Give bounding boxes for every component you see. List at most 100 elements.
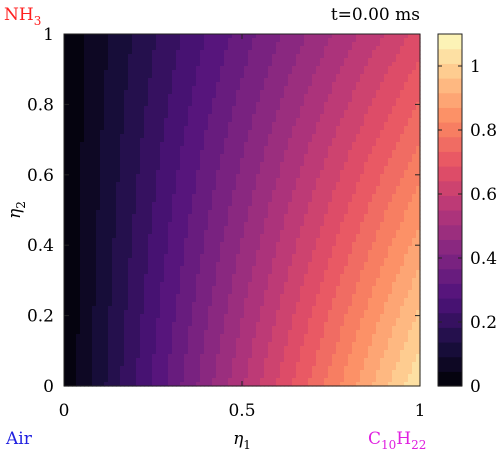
heatmap-cell [104,62,109,67]
heatmap-cell [308,162,313,167]
heatmap-cell [72,34,77,39]
heatmap-cell [204,166,209,171]
heatmap-cell [216,226,221,231]
heatmap-cell [140,42,145,47]
heatmap-cell [268,214,273,219]
heatmap-cell [96,154,101,159]
heatmap-cell [232,94,237,99]
heatmap-cell [292,186,297,191]
heatmap-cell [156,178,161,183]
heatmap-cell [208,182,213,187]
heatmap-cell [352,166,357,171]
heatmap-cell [136,106,141,111]
heatmap-cell [272,210,277,215]
heatmap-cell [140,234,145,239]
heatmap-cell [364,190,369,195]
heatmap-cell [392,190,397,195]
heatmap-cell [344,70,349,75]
heatmap-cell [88,162,93,167]
heatmap-cell [220,238,225,243]
heatmap-cell [184,34,189,39]
heatmap-cell [136,102,141,107]
heatmap-cell [332,150,337,155]
heatmap-cell [364,158,369,163]
heatmap-cell [248,238,253,243]
heatmap-cell [276,38,281,43]
heatmap-cell [148,186,153,191]
heatmap-cell [376,246,381,251]
heatmap-cell [360,166,365,171]
heatmap-cell [188,178,193,183]
heatmap-cell [300,186,305,191]
heatmap-cell [344,54,349,59]
heatmap-cell [192,190,197,195]
heatmap-cell [296,246,301,251]
heatmap-cell [208,138,213,143]
heatmap-cell [416,38,421,43]
heatmap-cell [220,74,225,79]
heatmap-cell [272,222,277,227]
heatmap-cell [172,118,177,123]
heatmap-cell [168,242,173,247]
heatmap-cell [388,194,393,199]
heatmap-cell [208,226,213,231]
heatmap-cell [388,210,393,215]
heatmap-cell [320,230,325,235]
heatmap-cell [368,54,373,59]
heatmap-cell [188,42,193,47]
heatmap-cell [340,234,345,239]
heatmap-cell [84,226,89,231]
heatmap-cell [204,98,209,103]
heatmap-cell [336,206,341,211]
heatmap-cell [120,46,125,51]
heatmap-cell [208,206,213,211]
heatmap-cell [160,130,165,135]
heatmap-cell [228,114,233,119]
heatmap-cell [68,94,73,99]
heatmap-cell [240,202,245,207]
heatmap-cell [144,74,149,79]
heatmap-cell [316,70,321,75]
heatmap-cell [340,230,345,235]
heatmap-cell [348,182,353,187]
heatmap-cell [180,114,185,119]
heatmap-cell [372,122,377,127]
heatmap-cell [188,98,193,103]
heatmap-cell [156,154,161,159]
heatmap-cell [412,118,417,123]
heatmap-cell [176,50,181,55]
heatmap-cell [196,222,201,227]
heatmap-cell [252,110,257,115]
heatmap-cell [76,166,81,171]
heatmap-cell [232,162,237,167]
heatmap-cell [280,110,285,115]
heatmap-cell [304,34,309,39]
heatmap-cell [384,90,389,95]
heatmap-cell [224,42,229,47]
heatmap-cell [320,158,325,163]
heatmap-cell [212,150,217,155]
heatmap-cell [64,58,69,63]
heatmap-cell [260,154,265,159]
heatmap-cell [288,226,293,231]
heatmap-cell [280,126,285,131]
heatmap-cell [352,110,357,115]
heatmap-cell [88,114,93,119]
heatmap-cell [176,198,181,203]
heatmap-cell [164,74,169,79]
heatmap-cell [344,202,349,207]
heatmap-cell [224,230,229,235]
heatmap-cell [204,126,209,131]
heatmap-cell [116,158,121,163]
heatmap-cell [316,130,321,135]
heatmap-cell [176,142,181,147]
heatmap-cell [280,242,285,247]
heatmap-cell [332,162,337,167]
heatmap-cell [360,118,365,123]
heatmap-cell [308,174,313,179]
heatmap-cell [64,98,69,103]
heatmap-cell [212,246,217,251]
heatmap-cell [96,146,101,151]
heatmap-cell [160,186,165,191]
heatmap-cell [288,246,293,251]
